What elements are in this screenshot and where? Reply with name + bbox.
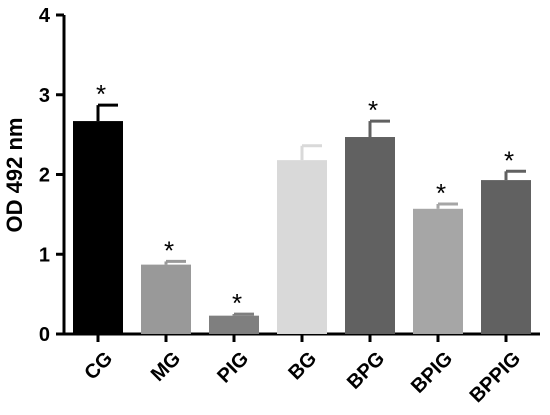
x-tick-label: BG (284, 348, 321, 385)
x-tick-label: BPG (343, 348, 389, 394)
significance-marker: * (232, 288, 242, 318)
y-tick-label: 3 (39, 85, 50, 107)
y-tick-label: 4 (39, 5, 51, 27)
significance-marker: * (436, 178, 446, 208)
bar-bpg (345, 137, 395, 334)
significance-marker: * (368, 95, 378, 125)
significance-marker: * (504, 145, 514, 175)
x-axis: CG MG PIG BG BPG BPIG BPPIG (64, 332, 540, 408)
bar-cg (73, 121, 123, 334)
x-tick-label: PIG (213, 348, 253, 388)
y-tick-label: 0 (39, 324, 50, 346)
x-tick-label: BPPIG (466, 348, 526, 408)
bar-bppig (481, 180, 531, 334)
x-tick-label: MG (147, 348, 185, 386)
bar-pig (209, 315, 259, 334)
y-tick-label: 2 (39, 165, 50, 187)
y-axis-title: OD 492 nm (2, 118, 27, 233)
y-axis: 0 1 2 3 4 (39, 5, 66, 346)
bars: * * * * * * (73, 79, 531, 334)
bar-bg (277, 160, 327, 334)
significance-marker: * (164, 235, 174, 265)
significance-marker: * (96, 79, 106, 109)
y-tick-label: 1 (39, 244, 50, 266)
x-tick-label: BPIG (407, 348, 457, 398)
bar-mg (141, 264, 191, 334)
bar-bpig (413, 208, 463, 334)
x-tick-label: CG (80, 348, 117, 385)
